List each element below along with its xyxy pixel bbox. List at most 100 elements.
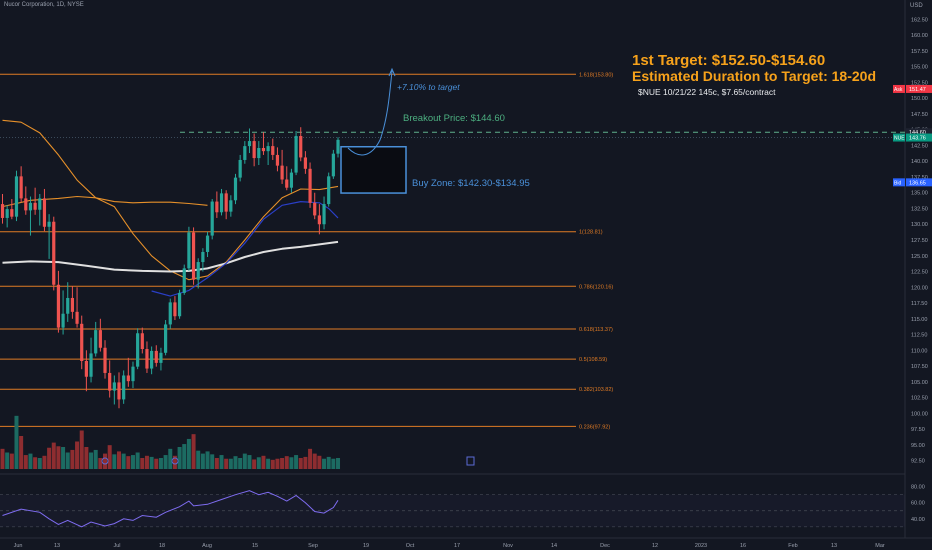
price-tick-label: 150.00 xyxy=(911,96,928,102)
candle-body xyxy=(89,353,93,377)
price-marker xyxy=(906,178,932,187)
volume-bar xyxy=(289,457,294,469)
price-marker-tag xyxy=(893,84,905,93)
volume-bar xyxy=(308,448,313,469)
fib-level-label: 1(128.81) xyxy=(579,230,603,236)
pct-to-target-text: +7.10% to target xyxy=(397,82,460,92)
symbol-title: Nucor Corporation, 1D, NYSE xyxy=(4,2,84,8)
volume-bar xyxy=(149,456,154,469)
rsi-line xyxy=(2,490,339,528)
volume-bar xyxy=(312,453,317,469)
ma-orange-short-line xyxy=(2,195,208,208)
volume-bar xyxy=(42,455,47,469)
volume-bar xyxy=(252,459,257,469)
volume-bar xyxy=(158,458,163,469)
volume-bar xyxy=(126,456,131,469)
price-tick-label: 100.00 xyxy=(911,411,928,417)
volume-bar xyxy=(336,458,341,469)
volume-bar xyxy=(51,442,56,469)
earnings-marker-icon xyxy=(466,456,475,466)
candle-body xyxy=(336,139,340,154)
candle-body xyxy=(117,382,121,400)
volume-bar xyxy=(266,458,271,469)
volume-bar xyxy=(47,447,52,469)
price-marker-tag-text: Ask xyxy=(894,87,903,93)
volume-bar xyxy=(200,453,205,469)
candle-body xyxy=(257,148,261,159)
candle-body xyxy=(261,148,266,152)
volume-bar xyxy=(37,458,42,469)
time-tick-label: Dec xyxy=(600,543,610,549)
candle-body xyxy=(164,324,168,353)
rsi-tick-label: 80.00 xyxy=(911,485,925,491)
candle-body xyxy=(10,209,14,217)
volume-bar xyxy=(182,444,187,469)
candle-body xyxy=(145,349,149,369)
option-text: $NUE 10/21/22 145c, $7.65/contract xyxy=(638,87,776,97)
time-tick-label: 16 xyxy=(740,543,746,549)
price-marker-tag-text: NUE xyxy=(894,136,905,142)
volume-bar xyxy=(331,458,336,469)
candle-body xyxy=(322,204,326,225)
volume-bar xyxy=(144,455,149,469)
candle-body xyxy=(5,209,9,218)
candle-body xyxy=(140,333,144,350)
price-tick-label: 102.50 xyxy=(911,396,928,402)
candle-body xyxy=(33,202,37,210)
time-tick-label: Jun xyxy=(14,543,23,549)
volume-bar xyxy=(154,458,159,469)
time-tick-label: 13 xyxy=(54,543,60,549)
event-marker-icon xyxy=(101,457,109,465)
volume-bar xyxy=(61,447,66,469)
target-title: 1st Target: $152.50-$154.60 xyxy=(632,52,826,69)
candle-body xyxy=(317,215,321,225)
candle-body xyxy=(331,153,335,177)
price-tick-label: 147.50 xyxy=(911,112,928,118)
projection-path xyxy=(347,70,393,156)
candle-body xyxy=(24,198,28,211)
candle-body xyxy=(84,360,88,377)
volume-bar xyxy=(270,459,275,469)
price-tick-label: 135.00 xyxy=(911,191,928,197)
event-marker-icon xyxy=(171,457,179,465)
volume-bar xyxy=(168,448,173,469)
candle-body xyxy=(70,297,74,312)
volume-bar xyxy=(224,458,229,469)
volume-bar xyxy=(196,450,201,469)
price-tick-label: 160.00 xyxy=(911,33,928,39)
time-tick-label: 2023 xyxy=(695,543,707,549)
volume-bar xyxy=(28,453,33,469)
candle-body xyxy=(75,311,79,324)
volume-bar xyxy=(135,452,140,469)
candle-body xyxy=(247,141,252,147)
candle-body xyxy=(266,146,270,152)
volume-bar xyxy=(9,453,14,469)
volume-bar xyxy=(56,446,61,469)
candle-body xyxy=(108,372,112,391)
fib-level-label: 0.236(97.92) xyxy=(579,424,610,430)
candle-body xyxy=(275,154,280,166)
candle-body xyxy=(243,146,247,160)
candle-body xyxy=(233,177,238,201)
volume-bar xyxy=(93,449,98,469)
candle-body xyxy=(19,176,23,199)
price-marker-value: 143.76 xyxy=(909,136,926,142)
currency-label: USD xyxy=(910,3,923,9)
volume-bar xyxy=(205,451,210,469)
volume-bar xyxy=(84,447,89,469)
breakout-text: Breakout Price: $144.60 xyxy=(403,113,505,124)
price-marker-value: 144.60 xyxy=(909,130,926,136)
candle-body xyxy=(205,235,210,252)
price-tick-label: 122.50 xyxy=(911,270,928,276)
time-tick-label: 19 xyxy=(363,543,369,549)
volume-bar xyxy=(228,458,233,469)
time-tick-label: 14 xyxy=(551,543,557,549)
price-tick-label: 142.50 xyxy=(911,143,928,149)
price-tick-label: 92.50 xyxy=(911,459,925,465)
volume-bar xyxy=(70,449,75,469)
candle-body xyxy=(219,193,224,213)
candle-body xyxy=(280,165,284,180)
candle-body xyxy=(196,262,200,280)
volume-bar xyxy=(98,458,103,469)
